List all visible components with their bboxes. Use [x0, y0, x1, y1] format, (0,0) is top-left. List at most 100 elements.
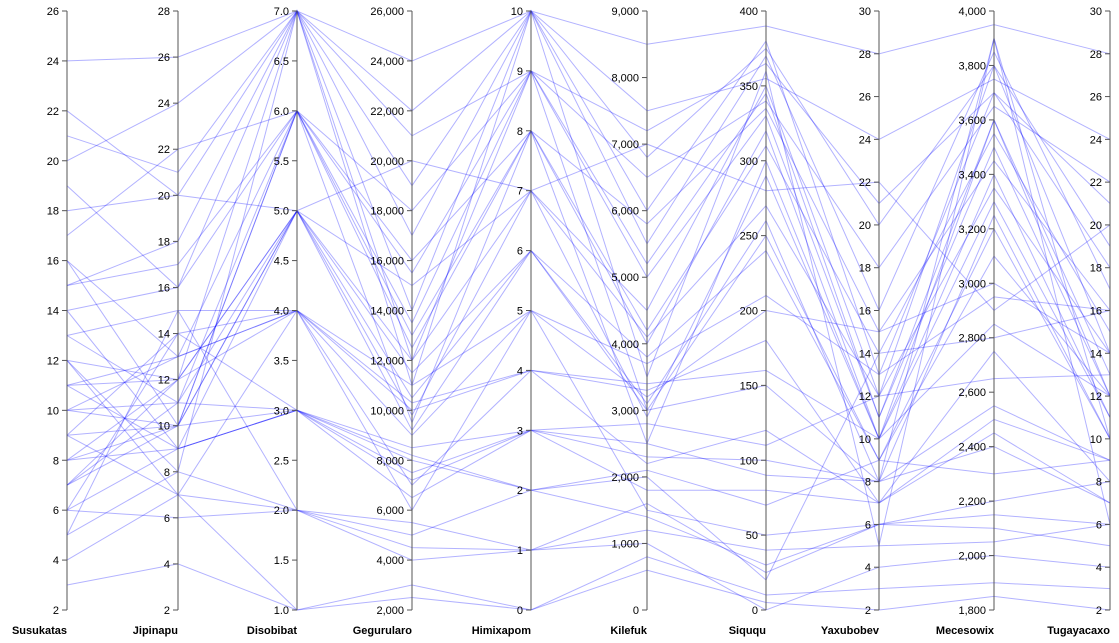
tick-label: 6	[53, 505, 59, 517]
tick-label: 2	[517, 485, 523, 497]
tick-label: 200	[740, 306, 758, 318]
data-polyline	[66, 9, 1111, 377]
axis-label: Susukatas	[12, 625, 67, 637]
data-polyline	[66, 187, 1111, 398]
axis-label: Gegurularo	[353, 625, 413, 637]
data-polyline	[66, 310, 1111, 581]
data-polyline	[66, 309, 1111, 611]
tick-label: 2,200	[958, 496, 986, 508]
tick-label: 2	[1096, 605, 1102, 617]
data-polyline	[66, 10, 1111, 162]
tick-label: 1.0	[274, 605, 289, 617]
data-polyline	[66, 309, 1111, 504]
tick-label: 18	[1090, 263, 1102, 275]
tick-label: 26,000	[370, 6, 404, 18]
tick-label: 150	[740, 380, 758, 392]
data-polyline	[66, 384, 1111, 506]
tick-label: 4,000	[958, 6, 986, 18]
data-polyline	[66, 405, 1111, 486]
tick-label: 3.5	[274, 355, 289, 367]
tick-label: 22	[158, 144, 170, 156]
tick-label: 3,200	[958, 224, 986, 236]
tick-label: 26	[1090, 92, 1102, 104]
tick-label: 3,000	[611, 405, 639, 417]
data-polyline	[66, 69, 1111, 427]
axis-label: Mecesowix	[936, 625, 995, 637]
tick-label: 350	[740, 81, 758, 93]
tick-label: 8	[865, 477, 871, 489]
tick-label: 16,000	[370, 256, 404, 268]
axis-label: Himixapom	[472, 625, 532, 637]
tick-label: 2,800	[958, 333, 986, 345]
tick-label: 2	[865, 605, 871, 617]
data-polyline	[66, 489, 1111, 566]
data-polyline	[66, 64, 1111, 450]
tick-label: 28	[1090, 49, 1102, 61]
tick-label: 4,000	[611, 339, 639, 351]
data-polyline	[66, 9, 1111, 312]
data-polyline	[66, 10, 1111, 205]
tick-label: 18	[158, 236, 170, 248]
tick-label: 10	[47, 405, 59, 417]
tick-label: 10	[859, 434, 871, 446]
tick-label: 12	[859, 391, 871, 403]
tick-label: 28	[859, 49, 871, 61]
tick-label: 3,400	[958, 169, 986, 181]
tick-label: 18	[859, 263, 871, 275]
tick-label: 18	[47, 206, 59, 218]
tick-label: 30	[1090, 6, 1102, 18]
tick-label: 20	[859, 220, 871, 232]
tick-label: 0	[752, 605, 758, 617]
tick-label: 2	[53, 605, 59, 617]
tick-label: 2,000	[611, 472, 639, 484]
tick-label: 4	[517, 365, 523, 377]
tick-label: 14	[158, 329, 170, 341]
data-polyline	[66, 70, 1111, 269]
tick-label: 7	[517, 186, 523, 198]
tick-label: 24,000	[370, 56, 404, 68]
tick-label: 14,000	[370, 306, 404, 318]
tick-label: 10	[511, 6, 523, 18]
tick-label: 22	[859, 177, 871, 189]
tick-label: 2,000	[376, 605, 404, 617]
axis-label: Kilefuk	[610, 625, 648, 637]
tick-label: 6	[865, 519, 871, 531]
tick-label: 20	[158, 190, 170, 202]
data-polyline	[66, 309, 1111, 504]
tick-label: 14	[859, 348, 871, 360]
tick-label: 3	[517, 425, 523, 437]
tick-label: 3,600	[958, 115, 986, 127]
axis-mecesowix: 1,800 2,000 2,200 2,400 2,600 2,800 3,000 3,200…	[936, 6, 995, 637]
tick-label: 14	[1090, 348, 1102, 360]
data-polyline	[66, 209, 1111, 462]
tick-label: 6,000	[611, 206, 639, 218]
tick-label: 0	[633, 605, 639, 617]
tick-label: 0	[517, 605, 523, 617]
tick-label: 1,800	[958, 605, 986, 617]
tick-label: 6.0	[274, 106, 289, 118]
tick-label: 20,000	[370, 156, 404, 168]
tick-label: 250	[740, 231, 758, 243]
data-polyline	[66, 107, 1111, 333]
tick-label: 18,000	[370, 206, 404, 218]
tick-label: 5.0	[274, 206, 289, 218]
tick-label: 3,000	[958, 278, 986, 290]
tick-label: 10,000	[370, 405, 404, 417]
tick-label: 22	[47, 106, 59, 118]
tick-label: 7,000	[611, 139, 639, 151]
data-polyline	[66, 409, 1111, 511]
tick-label: 4,000	[376, 555, 404, 567]
tick-label: 3.0	[274, 405, 289, 417]
axis-disobibat: 1.0 1.5 2.0 2.5 3.0 3.5 4.0 4.5 5.0 5.5 6.0 6.5 7.0 D…	[247, 6, 298, 637]
tick-label: 4.0	[274, 306, 289, 318]
tick-label: 9	[517, 66, 523, 78]
data-polyline	[66, 69, 1111, 419]
tick-label: 4	[865, 562, 871, 574]
tick-label: 12	[158, 375, 170, 387]
data-polyline	[66, 471, 1111, 551]
tick-label: 24	[47, 56, 59, 68]
data-polyline	[66, 10, 1111, 247]
